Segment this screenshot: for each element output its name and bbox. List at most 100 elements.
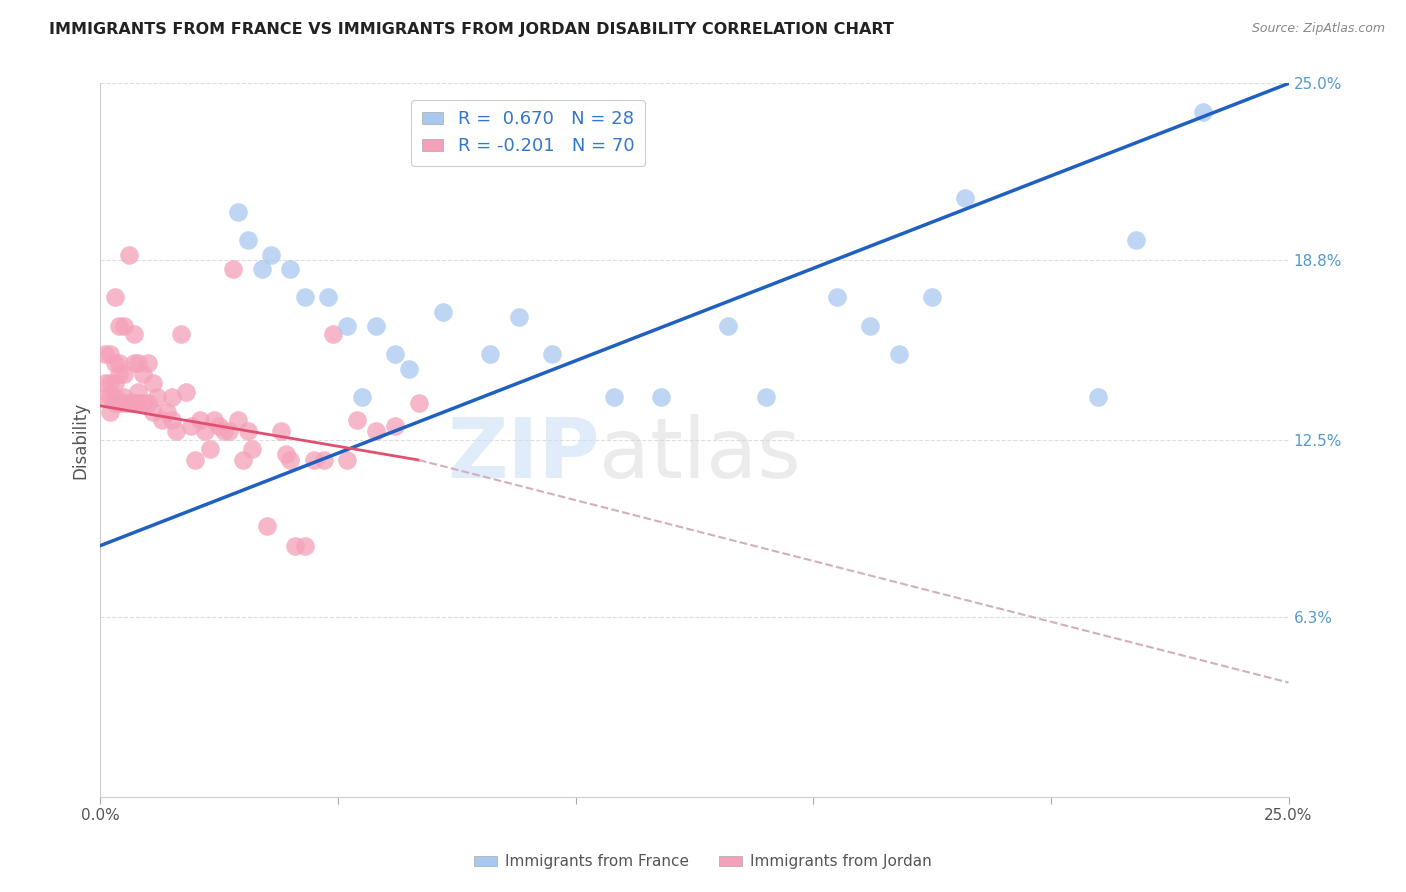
- Point: [142, 376, 165, 390]
- Point: [104, 376, 127, 390]
- Point: [236, 233, 259, 247]
- Text: Source: ZipAtlas.com: Source: ZipAtlas.com: [1251, 22, 1385, 36]
- Point: [256, 518, 278, 533]
- Point: [104, 396, 127, 410]
- Point: [859, 318, 882, 333]
- Point: [146, 390, 169, 404]
- Point: [104, 390, 127, 404]
- Legend: Immigrants from France, Immigrants from Jordan: Immigrants from France, Immigrants from …: [468, 848, 938, 875]
- Point: [98, 404, 121, 418]
- Point: [274, 447, 297, 461]
- Point: [322, 327, 344, 342]
- Point: [284, 539, 307, 553]
- Point: [112, 390, 135, 404]
- Point: [108, 368, 131, 382]
- Point: [222, 261, 245, 276]
- Text: IMMIGRANTS FROM FRANCE VS IMMIGRANTS FROM JORDAN DISABILITY CORRELATION CHART: IMMIGRANTS FROM FRANCE VS IMMIGRANTS FRO…: [49, 22, 894, 37]
- Point: [479, 347, 502, 361]
- Point: [336, 318, 359, 333]
- Point: [312, 453, 335, 467]
- Point: [204, 413, 226, 427]
- Point: [384, 347, 406, 361]
- Point: [302, 453, 325, 467]
- Point: [236, 425, 259, 439]
- Point: [250, 261, 273, 276]
- Point: [432, 304, 454, 318]
- Point: [108, 396, 131, 410]
- Point: [104, 290, 127, 304]
- Point: [165, 425, 187, 439]
- Point: [104, 356, 127, 370]
- Point: [921, 290, 943, 304]
- Point: [294, 539, 316, 553]
- Point: [212, 425, 235, 439]
- Point: [98, 390, 121, 404]
- Point: [160, 390, 183, 404]
- Point: [1125, 233, 1147, 247]
- Point: [226, 413, 249, 427]
- Point: [194, 425, 217, 439]
- Point: [242, 442, 264, 456]
- Text: atlas: atlas: [599, 414, 801, 495]
- Point: [127, 396, 149, 410]
- Point: [398, 361, 420, 376]
- Point: [142, 404, 165, 418]
- Y-axis label: Disability: Disability: [72, 401, 89, 479]
- Point: [108, 318, 131, 333]
- Point: [170, 327, 193, 342]
- Point: [1087, 390, 1109, 404]
- Point: [112, 396, 135, 410]
- Point: [112, 318, 135, 333]
- Point: [825, 290, 848, 304]
- Point: [98, 376, 121, 390]
- Point: [218, 425, 240, 439]
- Text: ZIP: ZIP: [447, 414, 599, 495]
- Point: [94, 347, 117, 361]
- Point: [198, 442, 221, 456]
- Point: [232, 453, 254, 467]
- Point: [184, 453, 207, 467]
- Point: [270, 425, 292, 439]
- Point: [180, 418, 202, 433]
- Point: [280, 453, 302, 467]
- Point: [112, 368, 135, 382]
- Point: [132, 368, 155, 382]
- Point: [156, 404, 179, 418]
- Point: [384, 418, 406, 433]
- Point: [174, 384, 197, 399]
- Point: [346, 413, 368, 427]
- Point: [118, 396, 141, 410]
- Point: [887, 347, 910, 361]
- Legend: R =  0.670   N = 28, R = -0.201   N = 70: R = 0.670 N = 28, R = -0.201 N = 70: [411, 100, 645, 166]
- Point: [226, 204, 249, 219]
- Point: [94, 390, 117, 404]
- Point: [955, 190, 977, 204]
- Point: [122, 396, 145, 410]
- Point: [755, 390, 778, 404]
- Point: [136, 356, 159, 370]
- Point: [188, 413, 211, 427]
- Point: [650, 390, 672, 404]
- Point: [94, 376, 117, 390]
- Point: [132, 396, 155, 410]
- Point: [318, 290, 340, 304]
- Point: [98, 347, 121, 361]
- Point: [350, 390, 373, 404]
- Point: [280, 261, 302, 276]
- Point: [136, 396, 159, 410]
- Point: [150, 413, 173, 427]
- Point: [260, 247, 283, 261]
- Point: [541, 347, 564, 361]
- Point: [602, 390, 624, 404]
- Point: [717, 318, 740, 333]
- Point: [336, 453, 359, 467]
- Point: [122, 356, 145, 370]
- Point: [127, 384, 149, 399]
- Point: [364, 318, 387, 333]
- Point: [508, 310, 530, 325]
- Point: [208, 418, 231, 433]
- Point: [160, 413, 183, 427]
- Point: [118, 247, 141, 261]
- Point: [364, 425, 387, 439]
- Point: [1192, 105, 1215, 120]
